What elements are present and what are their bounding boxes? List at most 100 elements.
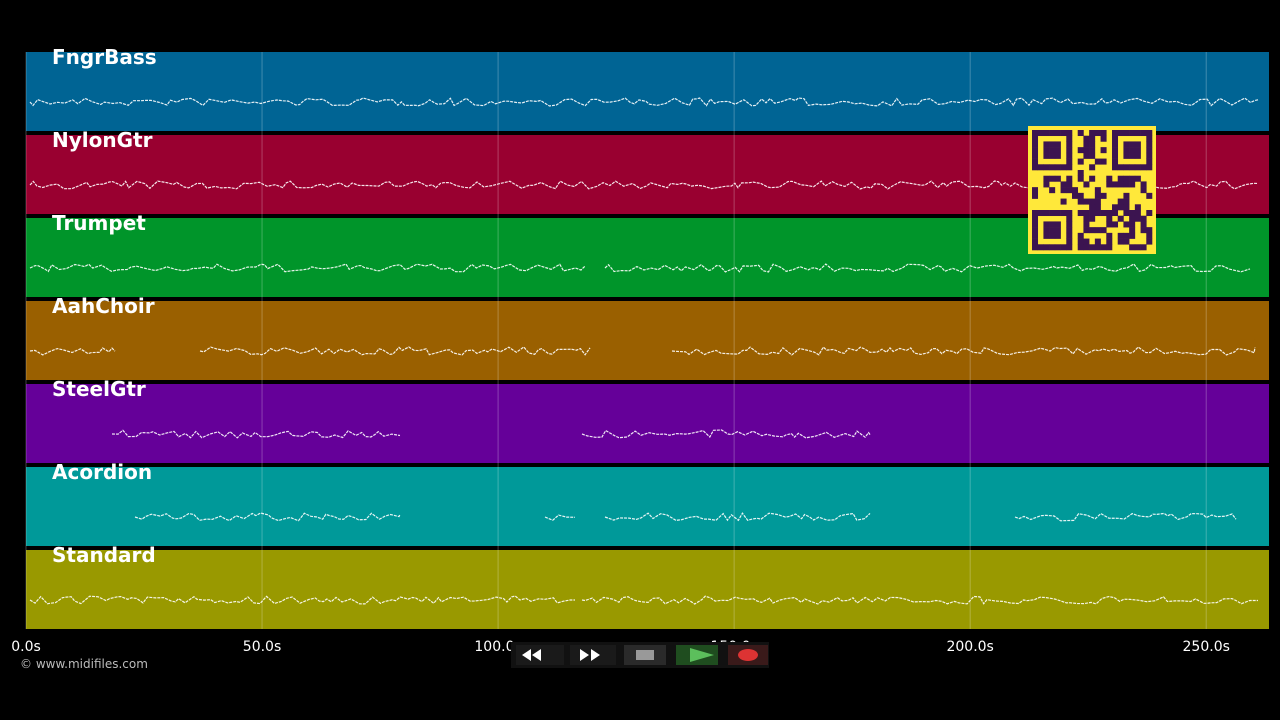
qr-module — [1106, 221, 1113, 228]
qr-module — [1094, 210, 1101, 217]
qr-module — [1089, 130, 1096, 137]
qr-module — [1106, 232, 1113, 239]
qr-module — [1077, 198, 1084, 205]
qr-module — [1094, 192, 1101, 199]
note-trace — [671, 346, 1256, 356]
qr-module — [1112, 130, 1119, 137]
track-name: Standard — [52, 543, 156, 567]
qr-module — [1054, 152, 1061, 159]
qr-module — [1066, 187, 1073, 194]
qr-module — [1100, 210, 1107, 217]
tracks — [26, 52, 1269, 629]
qr-module — [1146, 238, 1153, 245]
note-trace — [604, 512, 871, 522]
note-trace — [29, 263, 586, 273]
qr-module — [1060, 164, 1067, 171]
qr-module — [1049, 221, 1056, 228]
qr-module — [1049, 152, 1056, 159]
qr-module — [1106, 181, 1113, 188]
qr-module — [1134, 244, 1141, 251]
qr-module — [1117, 130, 1124, 137]
qr-module — [1089, 215, 1096, 222]
qr-module — [1140, 221, 1147, 228]
qr-module — [1100, 244, 1107, 251]
qr-module — [1089, 244, 1096, 251]
qr-module — [1117, 238, 1124, 245]
qr-module — [1106, 238, 1113, 245]
qr-module — [1043, 221, 1050, 228]
qr-module — [1106, 215, 1113, 222]
qr-module — [1117, 198, 1124, 205]
qr-module — [1100, 158, 1107, 165]
qr-module — [1146, 130, 1153, 137]
qr-module — [1083, 227, 1090, 234]
qr-module — [1077, 175, 1084, 182]
tick-label: 0.0s — [11, 639, 41, 655]
qr-module — [1032, 130, 1039, 137]
qr-module — [1043, 164, 1050, 171]
qr-module — [1140, 181, 1147, 188]
qr-module — [1066, 152, 1073, 159]
qr-module — [1140, 164, 1147, 171]
qr-module — [1129, 227, 1136, 234]
qr-module — [1054, 164, 1061, 171]
qr-module — [1112, 221, 1119, 228]
qr-module — [1083, 215, 1090, 222]
qr-module — [1066, 135, 1073, 142]
stop-button[interactable] — [624, 645, 666, 665]
qr-module — [1077, 244, 1084, 251]
qr-module — [1146, 141, 1153, 148]
qr-module — [1043, 175, 1050, 182]
qr-module — [1066, 238, 1073, 245]
qr-module — [1094, 158, 1101, 165]
qr-module — [1123, 238, 1130, 245]
qr-module — [1054, 227, 1061, 234]
qr-module — [1032, 164, 1039, 171]
qr-module — [1049, 232, 1056, 239]
track-lane — [26, 301, 1269, 380]
rewind-button[interactable] — [516, 645, 564, 665]
qr-module — [1089, 204, 1096, 211]
qr-module — [1032, 210, 1039, 217]
qr-module — [1129, 215, 1136, 222]
qr-module — [1066, 147, 1073, 154]
qr-module — [1129, 221, 1136, 228]
qr-module — [1146, 232, 1153, 239]
qr-module — [1123, 232, 1130, 239]
note-trace — [544, 514, 576, 521]
qr-module — [1072, 187, 1079, 194]
qr-module — [1094, 204, 1101, 211]
qr-module — [1049, 244, 1056, 251]
qr-module — [1112, 147, 1119, 154]
qr-module — [1100, 130, 1107, 137]
qr-module — [1054, 130, 1061, 137]
qr-module — [1117, 232, 1124, 239]
qr-module — [1134, 175, 1141, 182]
qr-module — [1123, 175, 1130, 182]
forward-button[interactable] — [570, 645, 616, 665]
qr-module — [1123, 204, 1130, 211]
play-button[interactable] — [676, 645, 718, 665]
tick-label: 250.0s — [1183, 639, 1230, 655]
qr-module — [1146, 164, 1153, 171]
qr-module — [1094, 187, 1101, 194]
qr-module — [1146, 135, 1153, 142]
qr-module — [1123, 147, 1130, 154]
qr-module — [1117, 181, 1124, 188]
qr-module — [1140, 244, 1147, 251]
qr-module — [1100, 147, 1107, 154]
qr-module — [1117, 175, 1124, 182]
record-button[interactable] — [728, 645, 768, 665]
qr-module — [1106, 210, 1113, 217]
qr-module — [1066, 164, 1073, 171]
note-trace — [1014, 512, 1237, 522]
qr-module — [1129, 130, 1136, 137]
qr-module — [1089, 175, 1096, 182]
qr-module — [1140, 187, 1147, 194]
qr-module — [1123, 164, 1130, 171]
qr-module — [1049, 175, 1056, 182]
qr-module — [1032, 158, 1039, 165]
qr-module — [1043, 227, 1050, 234]
qr-module — [1060, 244, 1067, 251]
